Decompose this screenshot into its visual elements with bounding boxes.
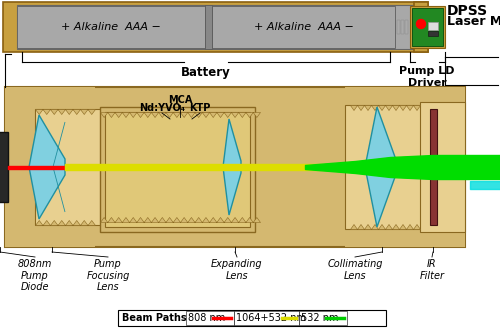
- Bar: [100, 107, 255, 232]
- Text: 532 nm: 532 nm: [301, 313, 339, 323]
- Bar: [105, 112, 250, 227]
- Text: Pump LD
Driver: Pump LD Driver: [399, 66, 455, 88]
- Bar: [428, 22, 438, 30]
- Bar: [430, 109, 437, 225]
- Text: 808nm
Pump
Diode: 808nm Pump Diode: [18, 259, 52, 292]
- Bar: [17, 6, 205, 48]
- Bar: [35, 109, 235, 225]
- Text: 808 nm: 808 nm: [188, 313, 225, 323]
- Bar: [3, 2, 428, 52]
- Text: 1064+532 nm: 1064+532 nm: [236, 313, 306, 323]
- Circle shape: [416, 20, 426, 29]
- Bar: [186, 311, 234, 325]
- Text: + Alkaline  AAA −: + Alkaline AAA −: [61, 22, 161, 32]
- Bar: [414, 2, 428, 52]
- Text: DPSS: DPSS: [447, 4, 488, 18]
- Polygon shape: [223, 119, 241, 215]
- Bar: [95, 107, 345, 232]
- Text: Beam Paths:: Beam Paths:: [122, 313, 190, 323]
- Text: Expanding
Lens: Expanding Lens: [211, 259, 263, 281]
- Polygon shape: [365, 107, 395, 227]
- Bar: [412, 8, 443, 46]
- Bar: [299, 311, 347, 325]
- Bar: [234, 311, 299, 325]
- Text: Collimating
Lens: Collimating Lens: [327, 259, 383, 281]
- Text: + Alkaline  AAA −: + Alkaline AAA −: [254, 22, 354, 32]
- Bar: [420, 102, 465, 232]
- Bar: [0, 132, 8, 202]
- Polygon shape: [29, 115, 65, 219]
- Bar: [212, 6, 395, 48]
- Bar: [405, 20, 408, 34]
- Bar: [5, 87, 95, 247]
- Text: MCA: MCA: [168, 95, 192, 105]
- Text: KTP: KTP: [190, 103, 210, 113]
- Bar: [17, 5, 414, 49]
- Bar: [5, 87, 465, 247]
- Text: IR
Filter: IR Filter: [420, 259, 444, 281]
- Text: Pump
Focusing
Lens: Pump Focusing Lens: [86, 259, 130, 292]
- Bar: [345, 87, 465, 247]
- Text: Battery: Battery: [181, 66, 231, 79]
- Bar: [205, 5, 212, 49]
- Bar: [428, 31, 438, 36]
- Text: Laser Module: Laser Module: [447, 15, 500, 28]
- Bar: [435, 87, 465, 247]
- Text: Nd:YVO₄: Nd:YVO₄: [139, 103, 185, 113]
- Bar: [410, 6, 445, 48]
- Bar: [397, 20, 400, 34]
- Bar: [401, 20, 404, 34]
- Bar: [345, 105, 425, 229]
- Bar: [118, 310, 386, 326]
